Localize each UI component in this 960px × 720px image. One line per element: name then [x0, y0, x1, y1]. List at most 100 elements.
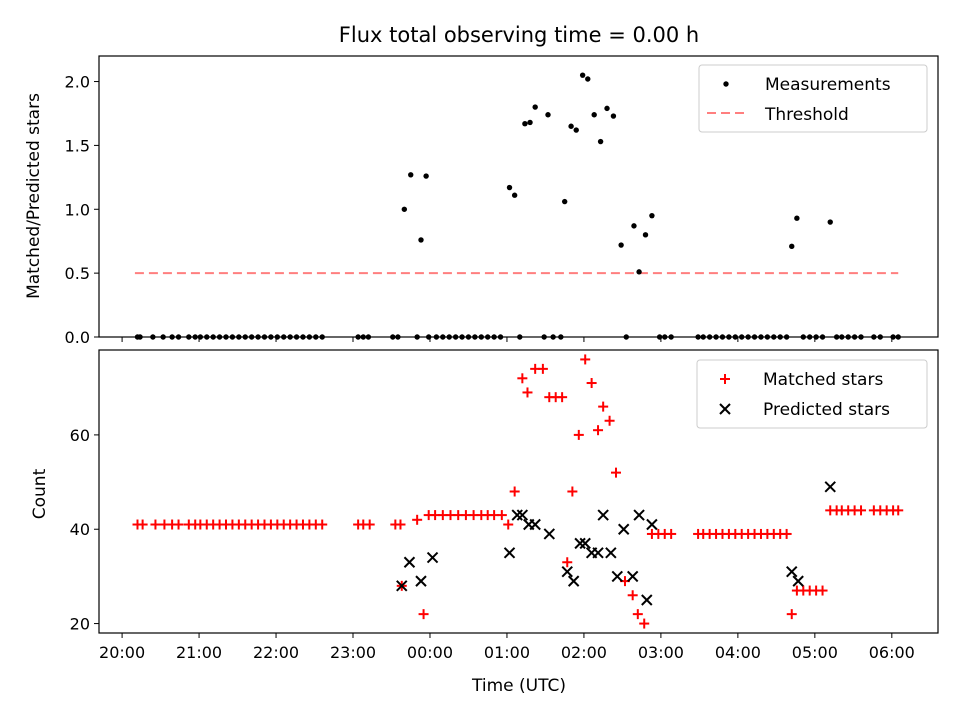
measurement-point [597, 138, 604, 145]
matched-star-point [781, 528, 792, 539]
matched-star-point [173, 519, 184, 530]
x-tick-label: 22:00 [253, 643, 299, 662]
measurement-point [527, 119, 533, 126]
measurement-point [585, 76, 591, 82]
predicted-star-point [592, 547, 604, 559]
matched-star-point [503, 519, 514, 530]
predicted-star-point [611, 570, 623, 583]
x-tick-label: 23:00 [330, 643, 376, 662]
top-legend-box [698, 64, 928, 133]
matched-star-point [557, 392, 568, 403]
measurement-point [794, 215, 800, 221]
predicted-star-point [511, 509, 523, 521]
x-axis-label: Time (UTC) [471, 676, 566, 696]
matched-star-point [817, 585, 828, 596]
matched-star-point [856, 505, 867, 516]
matched-star-point [150, 519, 161, 530]
measurement-point [649, 212, 655, 219]
top-y-ticks: 0.0 0.5 1.0 1.5 2.0 [65, 73, 99, 347]
predicted-star-point [579, 537, 591, 550]
measurement-point [618, 242, 624, 248]
predicted-star-point [786, 565, 798, 578]
x-tick-label: 01:00 [484, 643, 530, 662]
matched-star-point [137, 519, 148, 530]
x-tick-label: 00:00 [407, 643, 453, 662]
matched-star-point [509, 486, 520, 497]
predicted-star-point [597, 509, 609, 521]
matched-star-point [593, 425, 604, 436]
legend-plus-symbol [720, 374, 730, 384]
matched-star-point [496, 510, 507, 521]
measurement-point [642, 232, 649, 238]
predicted-star-point [633, 509, 645, 521]
measurement-point [568, 123, 574, 129]
y-tick-label: 60 [70, 426, 90, 445]
legend-measurements-label: Measurements [765, 75, 891, 95]
measurement-point [579, 72, 586, 78]
predicted-star-point [574, 537, 586, 550]
measurement-point [545, 112, 551, 118]
matched-star-point [632, 609, 643, 620]
matched-star-point [580, 354, 591, 365]
measurement-point [631, 223, 637, 229]
measurement-point [522, 120, 528, 127]
matched-star-point [639, 618, 650, 629]
matched-star-point [537, 363, 548, 374]
matched-star-point [395, 519, 406, 530]
top-x-ticks [121, 337, 893, 342]
measurement-point [591, 112, 597, 118]
y-tick-label: 20 [70, 615, 90, 634]
top-y-axis-label: Matched/Predicted stars [24, 93, 44, 299]
matched-star-point [586, 378, 597, 389]
matched-star-point [786, 609, 797, 620]
measurement-point [561, 198, 568, 205]
measurement-point [604, 105, 610, 112]
legend-predicted-marker [719, 403, 731, 415]
bottom-x-ticks: 20:00 21:00 22:00 23:00 00:00 01:00 02:00 03:00… [99, 633, 915, 662]
predicted-star-point [824, 481, 836, 493]
matched-star-point [562, 557, 573, 568]
top-plot-frame [98, 55, 939, 338]
predicted-star-point [403, 556, 416, 568]
x-tick-label: 02:00 [561, 643, 607, 662]
measurement-points [134, 72, 901, 340]
y-tick-label: 1.0 [65, 200, 90, 219]
matched-star-point [364, 519, 375, 530]
matched-star-point [567, 486, 578, 497]
matched-star-point [627, 590, 638, 601]
predicted-star-point [503, 547, 516, 559]
matched-star-point [610, 467, 621, 478]
measurement-point [789, 243, 795, 250]
measurement-point [423, 173, 429, 179]
matched-star-point [418, 609, 429, 620]
bottom-y-ticks: 20 40 60 [70, 426, 99, 634]
matched-star-point [666, 528, 677, 539]
predicted-star-point [516, 509, 529, 521]
measurement-point [408, 172, 414, 178]
predicted-star-point [605, 547, 617, 559]
predicted-star-point [626, 570, 639, 583]
legend-threshold-label: Threshold [764, 105, 849, 125]
matched-stars-points [132, 354, 904, 629]
predicted-star-point [396, 580, 408, 592]
predicted-star-point [617, 523, 630, 535]
bottom-y-axis-label: Count [30, 468, 50, 519]
measurement-point [401, 206, 408, 212]
predicted-star-point [792, 575, 804, 587]
measurement-point [827, 219, 833, 225]
legend-measurement-marker [723, 81, 729, 87]
predicted-star-point [561, 565, 573, 578]
top-legend: Measurements Threshold [698, 64, 928, 133]
top-panel: Flux total observing time = 0.00 h Match… [24, 23, 939, 347]
matched-star-point [573, 429, 584, 440]
measurement-point [610, 113, 617, 119]
matched-star-point [517, 373, 528, 384]
y-tick-label: 40 [70, 520, 90, 539]
matched-star-point [412, 514, 423, 525]
predicted-star-point [646, 518, 658, 531]
legend-predicted-label: Predicted stars [763, 400, 890, 420]
y-tick-label: 1.5 [65, 136, 90, 155]
predicted-star-point [426, 551, 439, 564]
matched-star-point [598, 401, 609, 412]
